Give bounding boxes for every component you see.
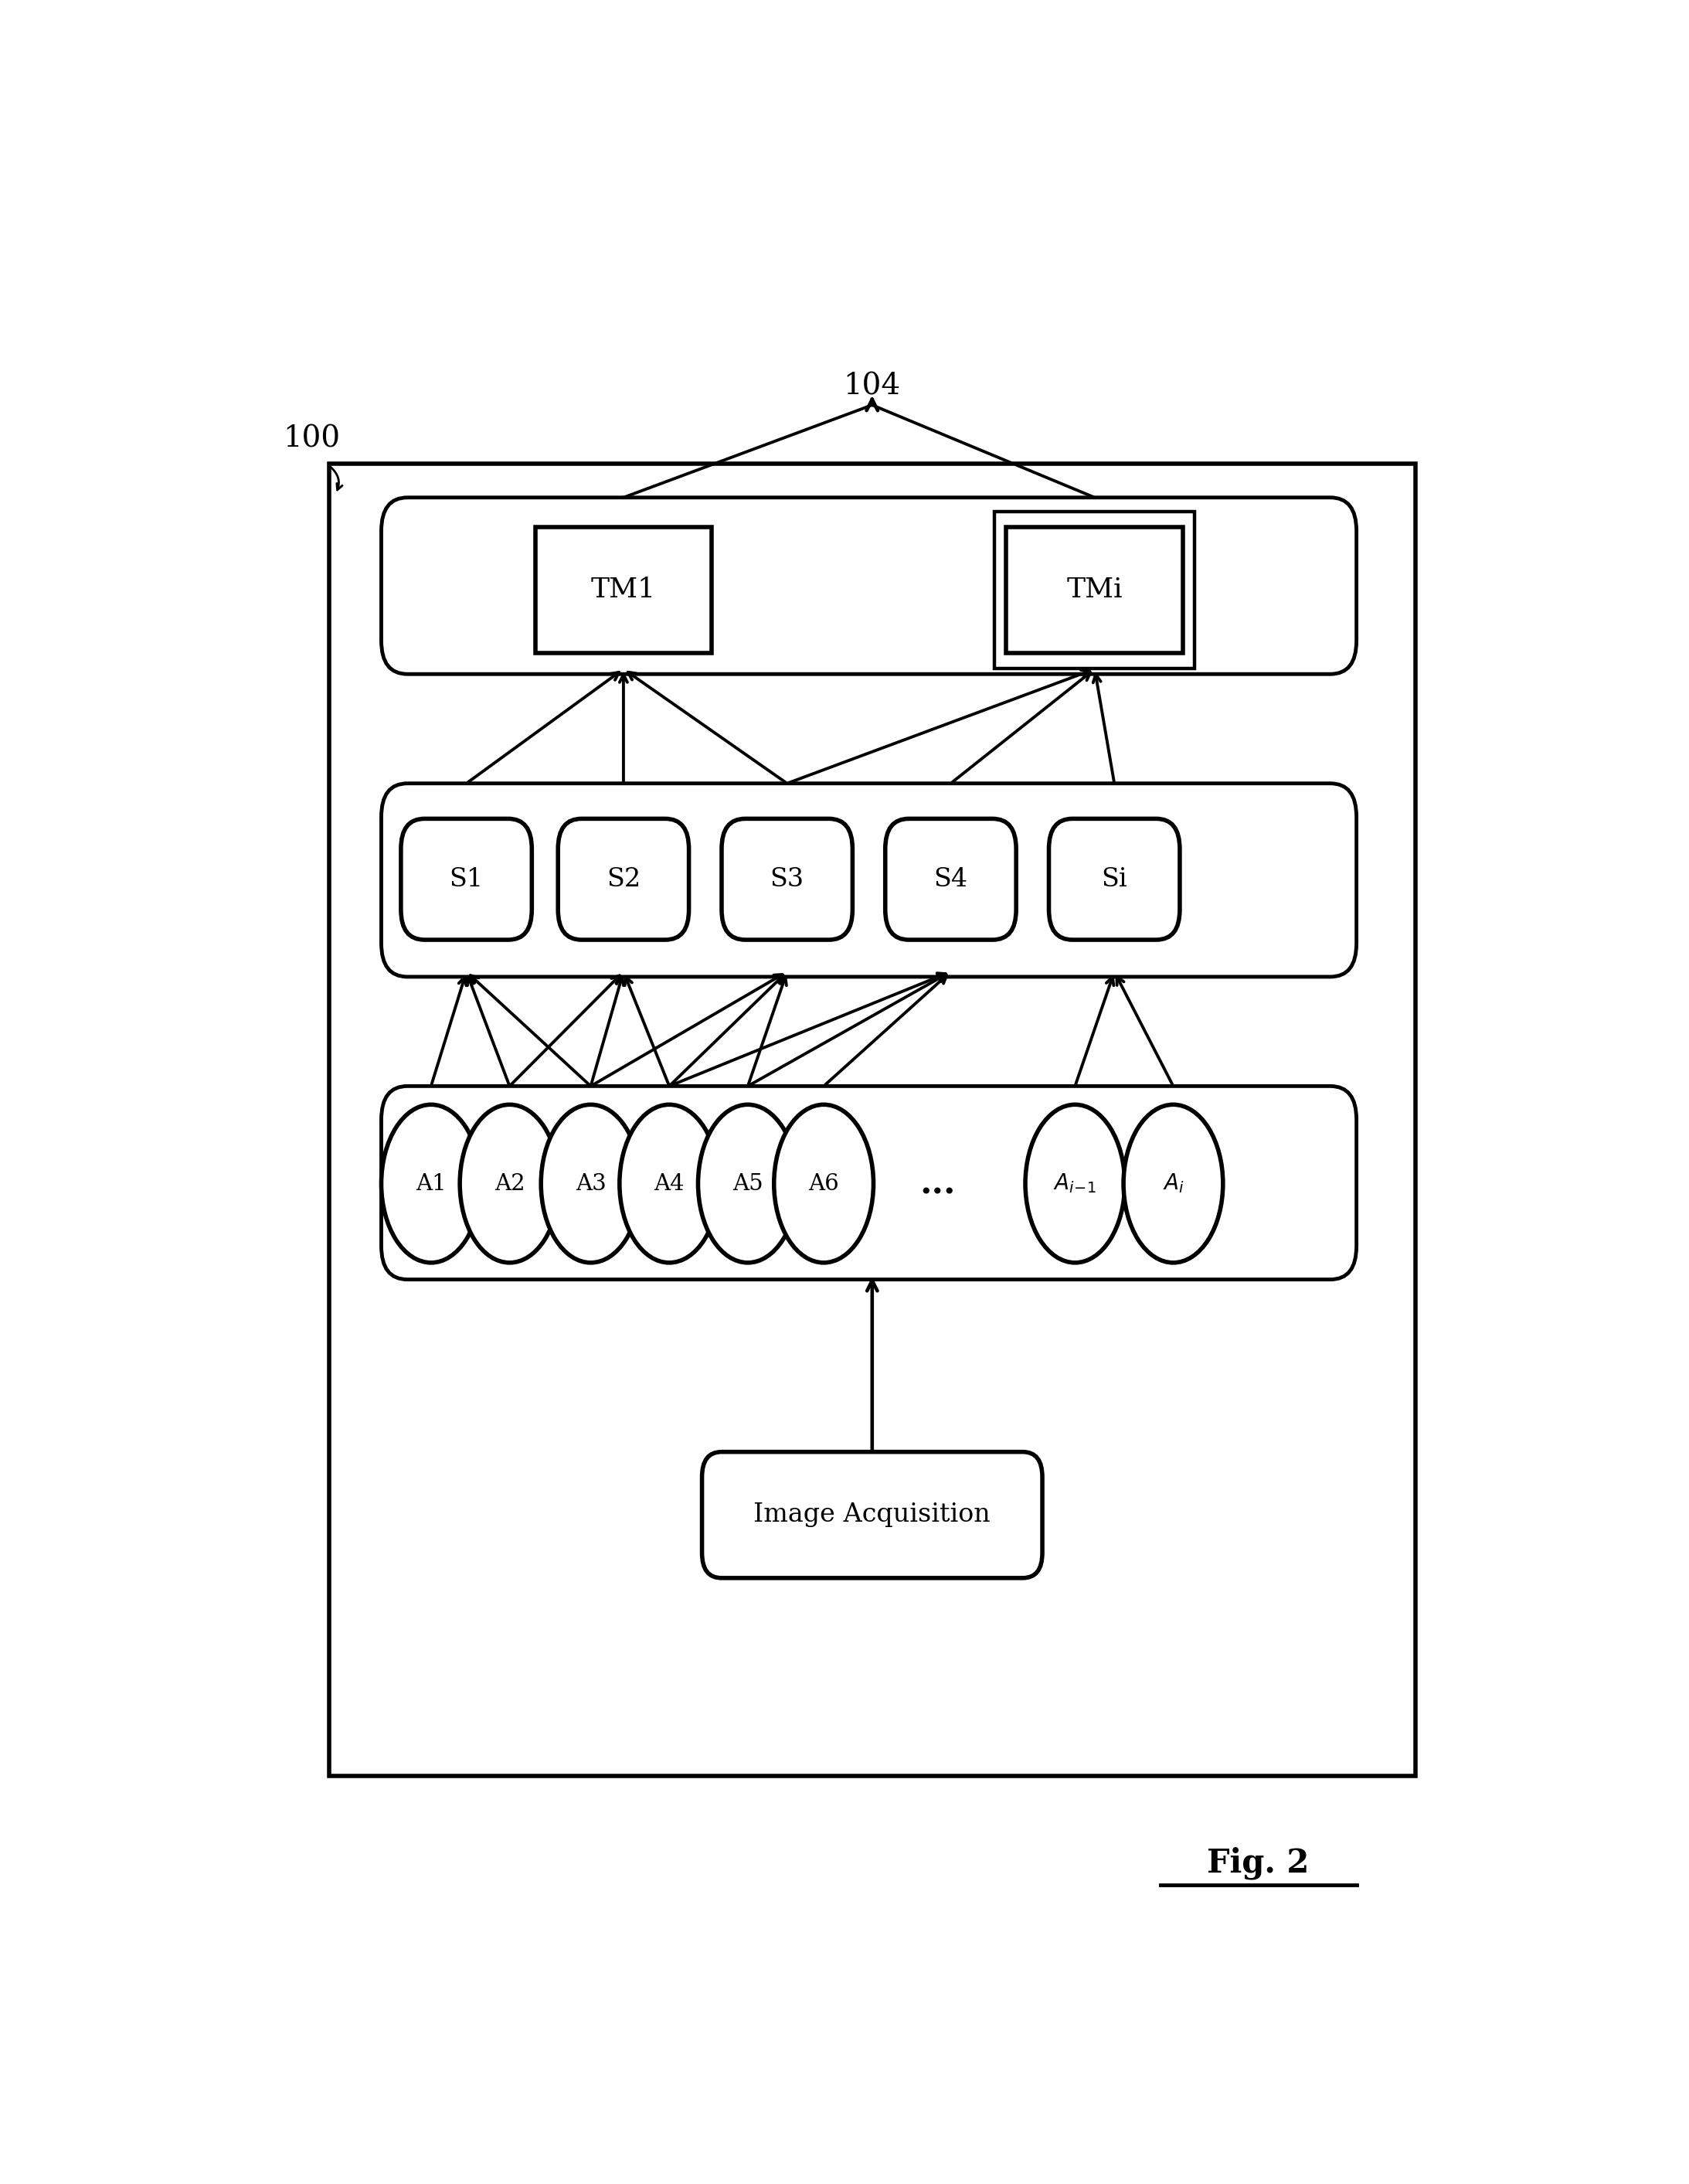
Text: S1: S1 (449, 867, 483, 891)
Bar (535, 526, 711, 653)
Text: S2: S2 (606, 867, 640, 891)
Ellipse shape (1025, 1105, 1125, 1262)
Ellipse shape (1123, 1105, 1223, 1262)
Text: A3: A3 (576, 1173, 606, 1195)
Text: S3: S3 (770, 867, 804, 891)
Text: $A_i$: $A_i$ (1162, 1173, 1184, 1195)
Ellipse shape (698, 1105, 797, 1262)
FancyBboxPatch shape (557, 819, 689, 939)
Ellipse shape (459, 1105, 559, 1262)
Text: ...: ... (919, 1166, 956, 1201)
Ellipse shape (382, 1105, 481, 1262)
Bar (1007, 526, 1182, 653)
FancyBboxPatch shape (1049, 819, 1179, 939)
Text: A5: A5 (733, 1173, 763, 1195)
Text: Fig. 2: Fig. 2 (1208, 1848, 1309, 1880)
Text: S4: S4 (934, 867, 968, 891)
Text: A6: A6 (809, 1173, 839, 1195)
Text: 100: 100 (284, 424, 341, 452)
Text: $A_{i\!-\!1}$: $A_{i\!-\!1}$ (1054, 1173, 1096, 1195)
FancyBboxPatch shape (382, 1085, 1356, 1280)
Text: A2: A2 (495, 1173, 525, 1195)
FancyBboxPatch shape (703, 1452, 1042, 1579)
Ellipse shape (774, 1105, 873, 1262)
Ellipse shape (540, 1105, 640, 1262)
Ellipse shape (620, 1105, 720, 1262)
FancyBboxPatch shape (721, 819, 853, 939)
FancyBboxPatch shape (885, 819, 1017, 939)
Text: 104: 104 (843, 371, 900, 402)
FancyBboxPatch shape (382, 498, 1356, 675)
FancyBboxPatch shape (382, 784, 1356, 976)
Text: A4: A4 (654, 1173, 684, 1195)
Bar (329, 463, 1415, 1776)
Bar (995, 511, 1194, 668)
Text: Si: Si (1101, 867, 1127, 891)
Text: Image Acquisition: Image Acquisition (753, 1503, 991, 1527)
Text: TMi: TMi (1067, 577, 1123, 603)
Text: A1: A1 (415, 1173, 446, 1195)
Text: TM1: TM1 (591, 577, 655, 603)
FancyBboxPatch shape (400, 819, 532, 939)
